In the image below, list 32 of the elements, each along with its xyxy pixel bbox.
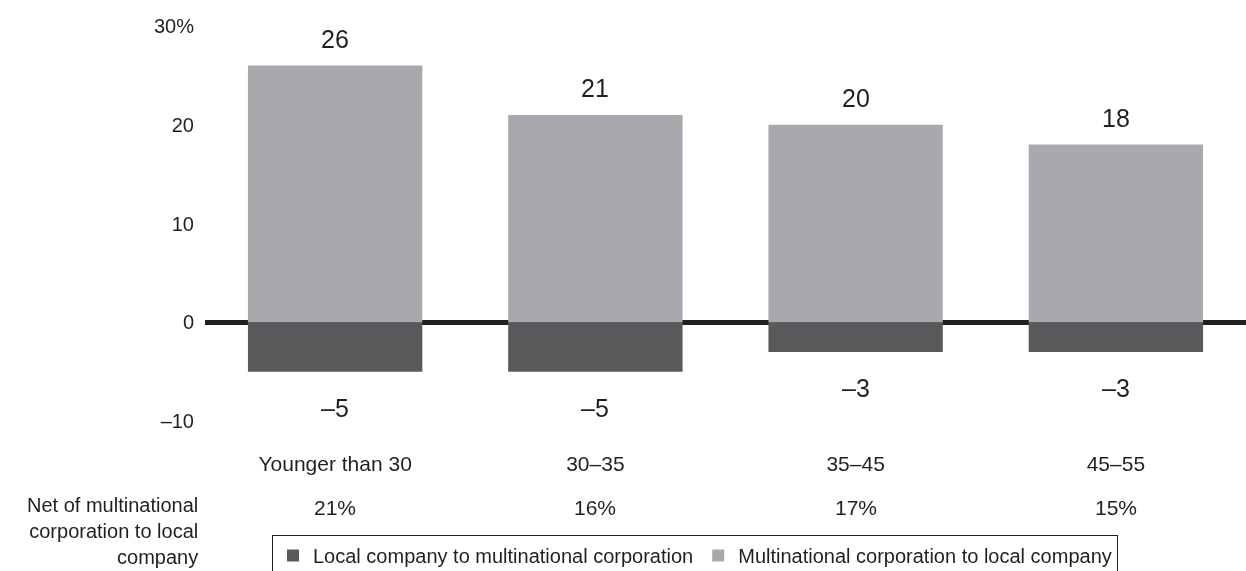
text: 17% — [835, 496, 878, 519]
x-tick-label: Younger than 30 — [258, 452, 412, 475]
x-tick-label: 45–55 — [1086, 452, 1146, 475]
y-tick-label: 30% — [153, 15, 195, 37]
legend-label: Local company to multinational corporation — [313, 545, 694, 568]
y-tick-label: –10 — [160, 410, 194, 432]
data-label: –3 — [842, 374, 870, 402]
text: 16% — [574, 496, 617, 519]
bar — [768, 322, 943, 352]
data-label: 18 — [1102, 104, 1130, 132]
bar — [247, 65, 423, 323]
text: Net of multinational corporation to local company — [27, 494, 199, 568]
data-label: –5 — [581, 394, 609, 422]
bar — [768, 124, 943, 323]
x-tick-label: 35–45 — [826, 452, 885, 475]
y-tick-label: 10 — [171, 212, 194, 235]
y-tick-label: 20 — [171, 113, 194, 136]
data-label: 20 — [842, 84, 870, 112]
y-tick-label: 0 — [182, 311, 194, 334]
x-tick-label: 30–35 — [566, 452, 625, 475]
legend-label: Multinational corporation to local company — [738, 545, 1112, 568]
bar — [247, 322, 423, 372]
data-label: –5 — [321, 394, 349, 422]
data-label: 26 — [321, 25, 349, 53]
bar — [508, 114, 683, 323]
bar — [508, 322, 683, 372]
bar — [1028, 322, 1204, 352]
bar — [1028, 144, 1204, 323]
text: 21% — [314, 496, 357, 519]
data-label: 21 — [581, 74, 609, 102]
text: 15% — [1095, 496, 1138, 519]
data-label: –3 — [1102, 374, 1130, 402]
